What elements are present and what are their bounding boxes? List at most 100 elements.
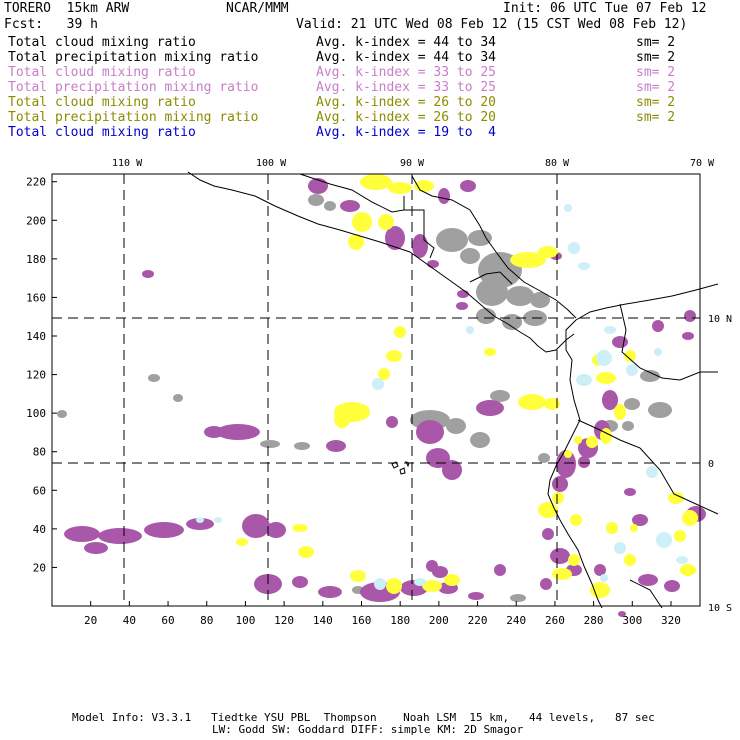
coastline-south-america-west [547, 319, 603, 609]
yellow-cloud-patch [394, 326, 406, 338]
yellow-cloud-patch [590, 582, 610, 598]
cyan-cloud-patch [414, 578, 426, 586]
purple-cloud-patch [412, 234, 428, 258]
lon-label-110w: 110 W [112, 158, 143, 169]
lon-label-80w: 80 W [545, 158, 570, 169]
x-tick-label: 80 [200, 614, 213, 627]
y-axis: 20 40 60 80 100 120 140 160 180 200 220 [26, 176, 57, 574]
coastline-yucatan [411, 175, 577, 319]
legend-sm: sm= 2 [636, 80, 676, 95]
cyan-cloud-patch [568, 242, 580, 254]
x-tick-label: 100 [235, 614, 255, 627]
border-peru-bolivia [629, 579, 663, 609]
legend-field: Total cloud mixing ratio [8, 95, 196, 110]
gray-cloud-patch [530, 292, 550, 308]
purple-cloud-patch [476, 400, 504, 416]
purple-cloud-patch [612, 336, 628, 348]
lon-label-100w: 100 W [256, 158, 287, 169]
x-tick-label: 20 [84, 614, 97, 627]
purple-cloud-patch [84, 542, 108, 554]
y-tick-label: 200 [26, 214, 46, 227]
x-tick-label: 180 [390, 614, 410, 627]
init-time: Init: 06 UTC Tue 07 Feb 12 [503, 1, 707, 16]
yellow-cloud-patch [298, 546, 314, 558]
galapagos [391, 461, 410, 475]
purple-cloud-patch [416, 420, 444, 444]
purple-cloud-patch [682, 332, 694, 340]
cyan-cloud-patch [654, 348, 662, 356]
lat-label-10n: 10 N [708, 314, 732, 325]
x-tick-label: 40 [123, 614, 136, 627]
org-label: NCAR/MMM [226, 1, 289, 16]
cyan-cloud-patch [214, 517, 222, 523]
purple-cloud-patch [664, 580, 680, 592]
yellow-cloud-patch [484, 348, 496, 356]
yellow-cloud-patch [360, 174, 392, 190]
yellow-cloud-patch [538, 246, 558, 258]
purple-cloud-patch [540, 578, 552, 590]
yellow-cloud-patch [378, 368, 390, 380]
yellow-cloud-patch [614, 404, 626, 420]
yellow-cloud-patch [674, 530, 686, 542]
cyan-cloud-patch [564, 204, 572, 212]
yellow-cloud-patch [586, 436, 598, 448]
y-tick-label: 160 [26, 291, 46, 304]
gray-cloud-patch [294, 442, 310, 450]
border-guatemala [404, 209, 435, 259]
lon-label-90w: 90 W [400, 158, 425, 169]
purple-cloud-patch [632, 514, 648, 526]
y-tick-label: 220 [26, 176, 46, 189]
cyan-cloud-patch [676, 556, 688, 564]
lat-lon-grid [52, 174, 700, 606]
legend-range: Avg. k-index = 26 to 20 [316, 95, 497, 110]
legend-range: Avg. k-index = 26 to 20 [316, 110, 497, 125]
legend-sm: sm= 2 [636, 65, 676, 80]
yellow-cloud-patch [510, 252, 546, 268]
y-tick-label: 120 [26, 369, 46, 382]
yellow-cloud-patch [378, 214, 394, 230]
cyan-cloud-patch [614, 542, 626, 554]
cyan-cloud-patch [646, 466, 658, 478]
legend-range: Avg. k-index = 19 to 4 [316, 125, 497, 140]
cyan-cloud-patch [196, 517, 204, 523]
x-tick-label: 240 [506, 614, 526, 627]
cyan-cloud-patch [656, 532, 672, 548]
cyan-cloud-patch [596, 350, 612, 366]
purple-cloud-patch [64, 526, 100, 542]
yellow-cloud-patch [568, 554, 580, 566]
legend-range: Avg. k-index = 33 to 25 [316, 80, 497, 95]
legend-field: Total precipitation mixing ratio [8, 110, 259, 125]
gray-cloud-patch [57, 410, 67, 418]
yellow-cloud-patch [444, 574, 460, 586]
gray-cloud-patch [324, 201, 336, 211]
purple-cloud-patch [318, 586, 342, 598]
purple-cloud-patch [386, 416, 398, 428]
yellow-cloud-patch [624, 554, 636, 566]
cloud-fields [57, 174, 706, 617]
gray-cloud-patch [640, 370, 660, 382]
lon-label-70w: 70 W [690, 158, 715, 169]
cyan-cloud-patch [576, 374, 592, 386]
coastline-mexico [187, 171, 411, 253]
lat-label-10s: 10 S [708, 603, 732, 614]
purple-cloud-patch [460, 180, 476, 192]
yellow-cloud-patch [414, 180, 434, 192]
purple-cloud-patch [457, 290, 469, 298]
purple-cloud-patch [427, 260, 439, 268]
coastline-south-america-north [575, 283, 719, 321]
y-tick-label: 60 [33, 484, 46, 497]
model-title: TORERO 15km ARW [4, 1, 130, 16]
longitude-labels: 110 W 100 W 90 W 80 W 70 W [112, 158, 715, 169]
gray-cloud-patch [260, 440, 280, 448]
yellow-cloud-patch [544, 398, 560, 410]
legend-range: Avg. k-index = 44 to 34 [316, 35, 497, 50]
yellow-cloud-patch [236, 538, 248, 546]
valid-time: Valid: 21 UTC Wed 08 Feb 12 (15 CST Wed … [296, 17, 688, 32]
legend-field: Total cloud mixing ratio [8, 125, 196, 140]
yellow-cloud-patch [570, 514, 582, 526]
purple-cloud-patch [442, 460, 462, 480]
gray-cloud-patch [648, 402, 672, 418]
yellow-cloud-patch [388, 182, 412, 194]
gray-cloud-patch [476, 308, 496, 324]
gray-cloud-patch [436, 228, 468, 252]
